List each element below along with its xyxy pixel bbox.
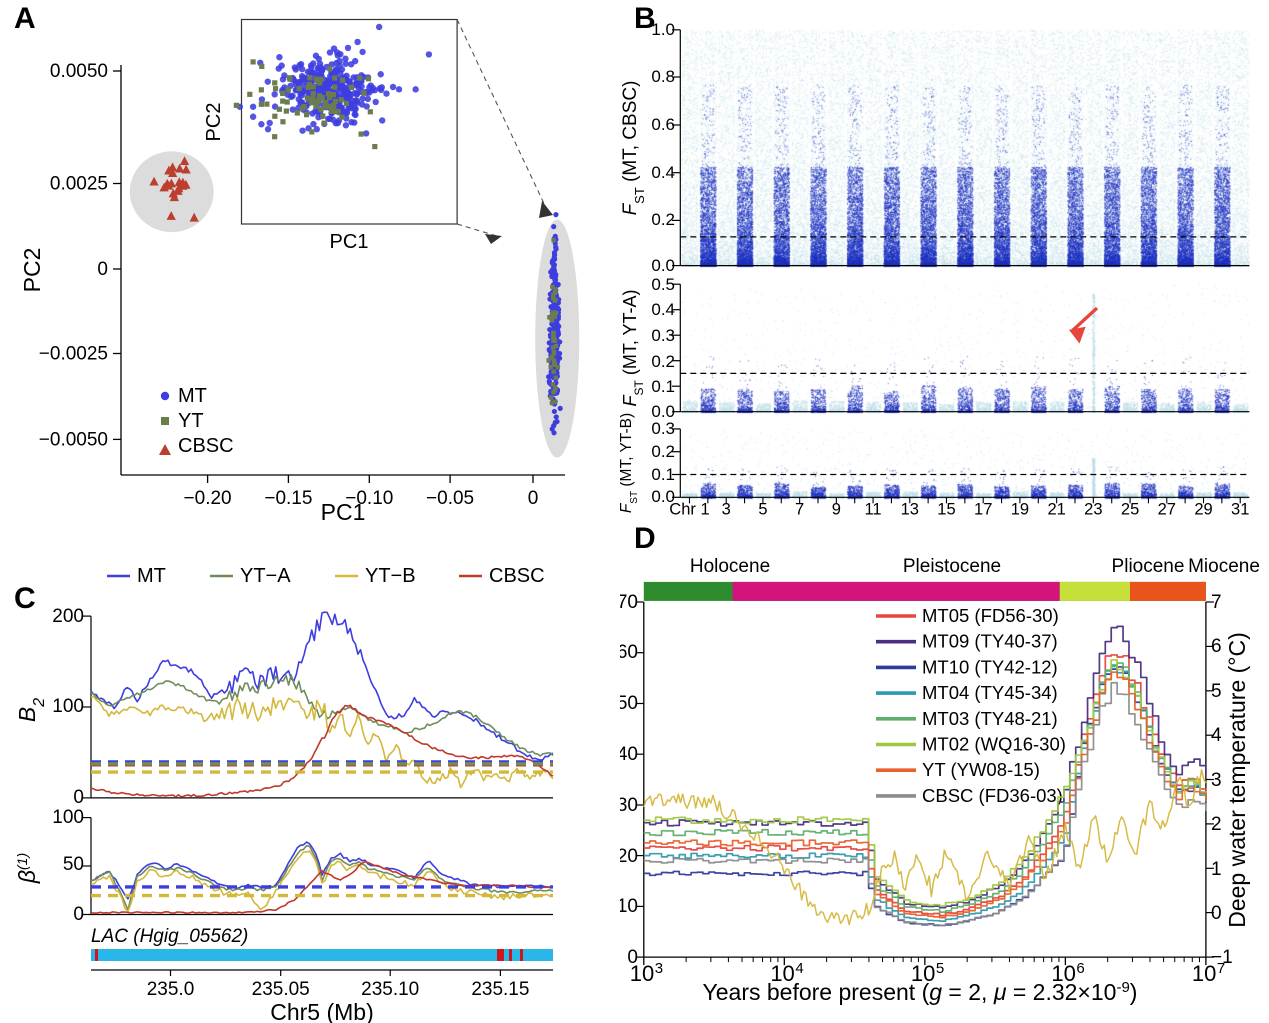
svg-text:3: 3 [722,501,731,519]
svg-text:29: 29 [1194,501,1212,519]
svg-text:B2: B2 [14,698,48,722]
svg-text:PC2: PC2 [203,103,225,142]
svg-text:Years before present (g = 2, μ: Years before present (g = 2, μ = 2.32×10… [703,979,1138,1006]
svg-text:70: 70 [620,592,638,613]
svg-text:Pliocene: Pliocene [1112,556,1185,577]
svg-text:235.0: 235.0 [147,979,195,1000]
svg-text:CBSC (FD36-03): CBSC (FD36-03) [922,785,1063,806]
svg-text:1.0: 1.0 [651,20,675,39]
svg-text:235.05: 235.05 [252,979,310,1000]
svg-text:0.1: 0.1 [651,377,675,396]
svg-text:Miocene: Miocene [1188,556,1260,577]
svg-text:FST (MT, CBSC): FST (MT, CBSC) [620,81,647,216]
svg-text:0: 0 [73,904,84,925]
svg-text:0.8: 0.8 [651,67,675,86]
svg-text:MT: MT [137,565,166,587]
svg-text:MT04 (TY45-34): MT04 (TY45-34) [922,682,1058,703]
svg-text:100: 100 [52,807,84,828]
svg-text:CBSC: CBSC [489,565,545,587]
svg-text:MT: MT [178,385,207,407]
svg-text:FST (MT, YT-B): FST (MT, YT-B) [620,413,640,513]
svg-text:FST (MT, YT-A): FST (MT, YT-A) [620,289,646,406]
svg-text:0.0025: 0.0025 [50,174,108,195]
svg-text:235.10: 235.10 [361,979,419,1000]
svg-text:0.0050: 0.0050 [50,61,108,82]
svg-text:Deep water temperature (°C): Deep water temperature (°C) [1224,632,1250,928]
svg-text:−0.0025: −0.0025 [39,344,108,365]
svg-text:100: 100 [52,696,84,717]
svg-text:MT10 (TY42-12): MT10 (TY42-12) [922,656,1058,677]
svg-text:3: 3 [1211,770,1222,791]
svg-text:YT: YT [178,410,204,432]
svg-text:235.15: 235.15 [471,979,529,1000]
svg-text:0.5: 0.5 [651,275,675,294]
svg-text:0: 0 [1211,903,1222,924]
svg-text:4: 4 [795,960,803,977]
svg-text:β(1): β(1) [14,853,40,884]
svg-text:YT−A: YT−A [240,565,291,587]
svg-text:60: 60 [620,642,638,663]
svg-text:7: 7 [795,501,804,519]
svg-text:3: 3 [655,960,663,977]
svg-text:Chr5 (Mb): Chr5 (Mb) [270,999,374,1023]
svg-text:MT09 (TY40-37): MT09 (TY40-37) [922,631,1058,652]
svg-text:0.1: 0.1 [651,465,675,484]
svg-text:10: 10 [1192,961,1216,986]
svg-text:30: 30 [620,795,638,816]
svg-text:Holocene: Holocene [690,556,770,577]
svg-text:31: 31 [1231,501,1249,519]
svg-text:1: 1 [1211,859,1222,880]
svg-text:5: 5 [1211,681,1222,702]
svg-text:CBSC: CBSC [178,435,234,457]
svg-text:27: 27 [1158,501,1176,519]
svg-text:11: 11 [864,501,881,519]
svg-text:0.4: 0.4 [651,300,675,319]
svg-text:200: 200 [52,606,84,627]
svg-text:Chr 1: Chr 1 [669,501,709,519]
svg-text:PC2: PC2 [19,248,45,293]
svg-text:5: 5 [936,960,944,977]
svg-text:15: 15 [937,501,955,519]
svg-text:0.4: 0.4 [651,163,675,182]
svg-text:MT05 (FD56-30): MT05 (FD56-30) [922,605,1059,626]
svg-text:17: 17 [974,501,992,519]
svg-text:0.0: 0.0 [651,256,675,275]
svg-text:10: 10 [620,896,638,917]
svg-text:19: 19 [1011,501,1029,519]
svg-text:0.2: 0.2 [651,352,675,371]
svg-text:9: 9 [832,501,841,519]
svg-text:−0.20: −0.20 [184,488,232,509]
svg-text:MT03 (TY48-21): MT03 (TY48-21) [922,708,1058,729]
svg-text:25: 25 [1121,501,1139,519]
svg-text:13: 13 [901,501,919,519]
svg-text:23: 23 [1084,501,1102,519]
svg-text:40: 40 [620,744,638,765]
svg-text:0: 0 [528,488,539,509]
svg-text:7: 7 [1217,960,1225,977]
svg-text:50: 50 [63,854,84,875]
svg-text:20: 20 [620,846,638,867]
svg-text:MT02 (WQ16-30): MT02 (WQ16-30) [922,734,1066,755]
svg-text:−0.0050: −0.0050 [39,429,108,450]
svg-text:Pleistocene: Pleistocene [903,556,1001,577]
svg-text:LAC (Hgig_05562): LAC (Hgig_05562) [91,926,248,947]
svg-text:0.3: 0.3 [651,419,675,438]
svg-text:21: 21 [1047,501,1065,519]
svg-text:0.3: 0.3 [651,326,675,345]
svg-text:0.2: 0.2 [651,210,675,229]
svg-text:0: 0 [73,787,84,808]
svg-text:10: 10 [630,961,654,986]
svg-text:−0.05: −0.05 [426,488,474,509]
svg-text:50: 50 [620,693,638,714]
svg-text:PC1: PC1 [321,499,366,520]
svg-text:0: 0 [97,259,108,280]
svg-text:−0.15: −0.15 [264,488,312,509]
svg-text:0.6: 0.6 [651,115,675,134]
svg-text:YT−B: YT−B [365,565,416,587]
svg-text:0.2: 0.2 [651,442,675,461]
svg-text:PC1: PC1 [330,231,369,253]
svg-text:YT (YW08-15): YT (YW08-15) [922,759,1040,780]
svg-text:5: 5 [758,501,767,519]
svg-text:6: 6 [1076,960,1084,977]
